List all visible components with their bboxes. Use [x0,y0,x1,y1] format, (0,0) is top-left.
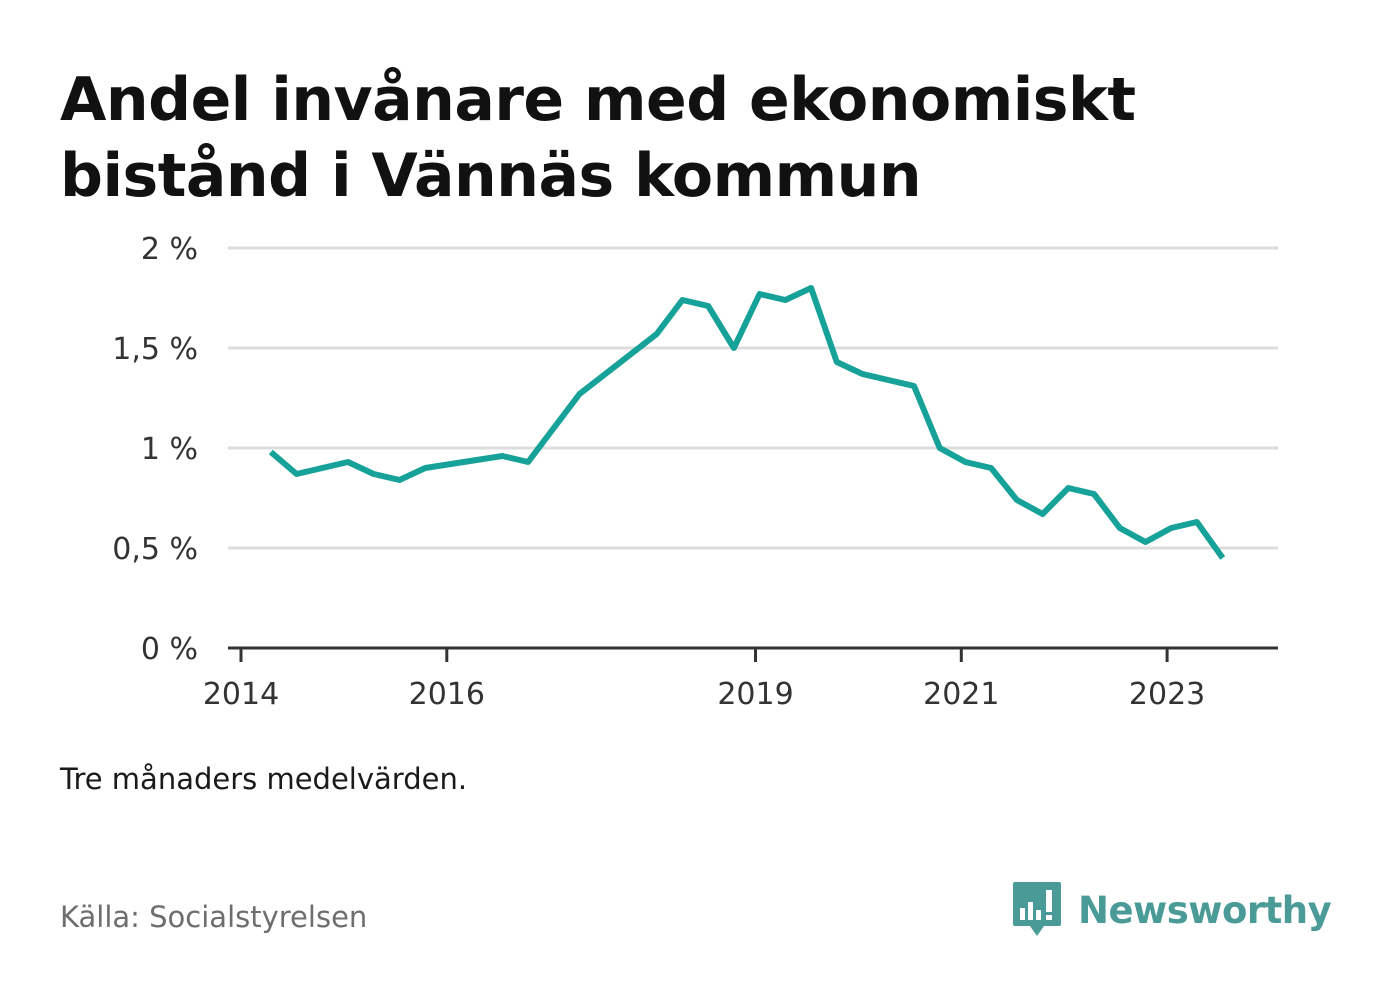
data-point [731,345,737,351]
data-point [396,477,402,483]
data-point [525,459,531,465]
data-point [962,459,968,465]
x-tick-label: 2019 [717,677,793,712]
data-point [885,377,891,383]
data-point [1117,525,1123,531]
bar-chart-speech-bubble-icon [1013,882,1061,936]
data-point [577,391,583,397]
data-point [268,449,274,455]
data-point [345,459,351,465]
data-point [1014,497,1020,503]
data-point [499,453,505,459]
data-point [679,297,685,303]
x-tick-label: 2016 [409,677,485,712]
data-point [1040,511,1046,517]
data-point [551,425,557,431]
x-tick-label: 2023 [1129,677,1205,712]
data-point [422,465,428,471]
y-tick-label: 2 % [141,232,198,267]
data-point [988,465,994,471]
y-tick-label: 1,5 % [112,332,198,367]
chart-title: Andel invånare med ekonomiskt bistånd i … [60,65,1136,211]
x-axis: 2014 2016 2019 2021 2023 [203,646,1278,712]
data-point [1220,555,1226,561]
data-point [860,371,866,377]
source-credit: Källa: Socialstyrelsen [60,900,368,934]
data-point [705,303,711,309]
data-point [834,359,840,365]
x-tick-label: 2021 [923,677,999,712]
data-point [757,291,763,297]
data-point [474,457,480,463]
data-point [448,461,454,467]
data-point [319,465,325,471]
y-tick-label: 0 % [141,632,198,667]
data-point [1091,491,1097,497]
brand-logo: Newsworthy [1012,878,1332,942]
gridlines [228,246,1278,550]
series-layer [268,285,1226,561]
data-point [1168,525,1174,531]
y-tick-label: 1 % [141,432,198,467]
data-point [782,297,788,303]
data-point [371,471,377,477]
data-point [1142,539,1148,545]
data-point [911,383,917,389]
data-point [937,445,943,451]
data-point [654,331,660,337]
x-tick-label: 2014 [203,677,279,712]
series-line [268,285,1226,560]
y-axis-ticks: 0 % 0,5 % 1 % 1,5 % 2 % [112,232,198,667]
data-point [1194,519,1200,525]
chart-note: Tre månaders medelvärden. [60,762,468,796]
data-point [294,471,300,477]
data-point [1065,485,1071,491]
y-tick-label: 0,5 % [112,532,198,567]
brand-name: Newsworthy [1078,888,1332,932]
data-point [808,285,814,291]
data-point [628,351,634,357]
data-point [602,371,608,377]
